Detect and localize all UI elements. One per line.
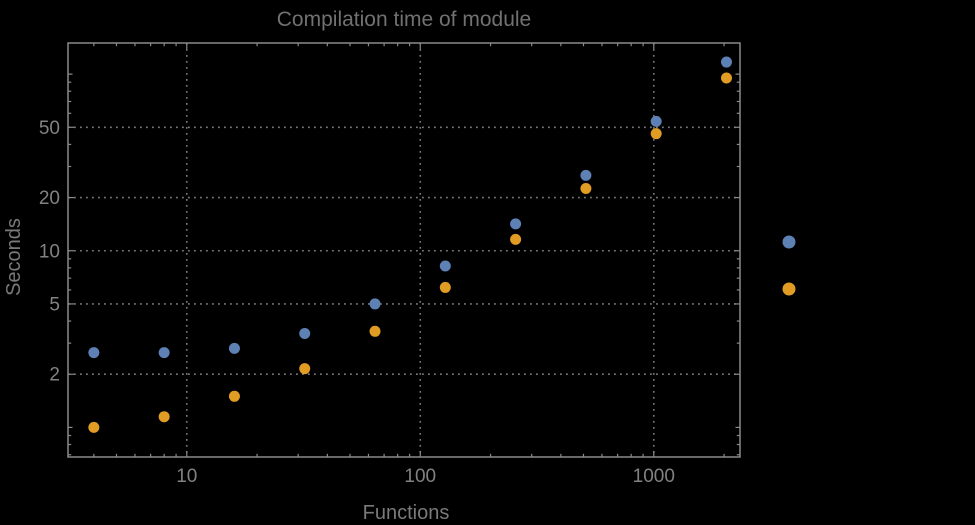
data-point <box>439 281 451 293</box>
y-tick-label-5: 5 <box>49 294 60 315</box>
data-point <box>228 390 240 402</box>
data-point <box>510 233 522 245</box>
data-point <box>88 347 100 359</box>
data-point <box>720 56 732 68</box>
data-point <box>369 325 381 337</box>
plot-frame <box>67 42 741 458</box>
data-point <box>650 128 662 140</box>
data-point <box>299 328 311 340</box>
legend-marker <box>782 235 796 249</box>
data-points <box>88 56 732 433</box>
data-point <box>299 363 311 375</box>
y-tick-label-50: 50 <box>39 118 60 139</box>
data-point <box>580 169 592 181</box>
data-point <box>650 115 662 127</box>
y-axis-label: Seconds <box>3 218 25 296</box>
x-tick-label-1000: 1000 <box>633 466 675 487</box>
gridlines <box>68 43 740 457</box>
data-point <box>369 298 381 310</box>
data-point <box>158 347 170 359</box>
series-2 <box>88 72 732 433</box>
data-point <box>439 260 451 272</box>
data-point <box>510 218 522 230</box>
x-tick-label-100: 100 <box>404 466 436 487</box>
data-point <box>158 411 170 423</box>
x-tick-label-10: 10 <box>176 466 197 487</box>
data-point <box>720 72 732 84</box>
series-1 <box>88 56 732 359</box>
legend <box>782 235 796 296</box>
y-tick-label-10: 10 <box>39 241 60 262</box>
tick-labels: 10 100 1000 2 5 10 20 50 <box>39 118 675 487</box>
legend-marker <box>782 282 796 296</box>
x-axis-label: Functions <box>363 502 450 524</box>
data-point <box>88 421 100 433</box>
y-tick-label-2: 2 <box>49 365 60 386</box>
chart-title: Compilation time of module <box>277 8 531 31</box>
data-point <box>580 183 592 195</box>
data-point <box>228 342 240 354</box>
y-tick-label-20: 20 <box>39 188 60 209</box>
